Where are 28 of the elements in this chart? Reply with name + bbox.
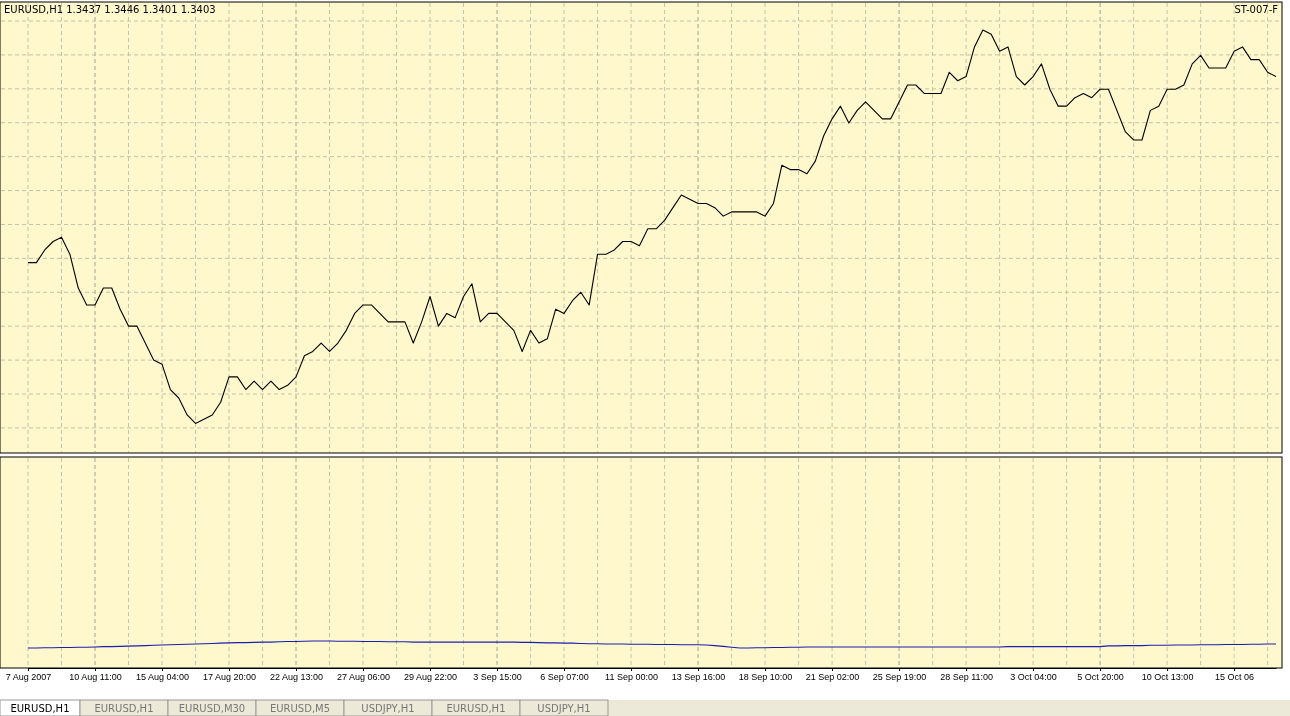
x-tick-label: 18 Sep 10:00 — [738, 672, 793, 683]
x-tick-label: 27 Aug 06:00 — [337, 672, 391, 683]
x-tick-label: 10 Aug 11:00 — [69, 672, 122, 683]
x-tick-label: 17 Aug 20:00 — [202, 672, 257, 683]
x-tick-label: 11 Sep 00:00 — [605, 672, 659, 683]
x-tick-label: 10 Oct 13:00 — [1141, 672, 1194, 683]
x-tick-label: 13 Sep 16:00 — [671, 672, 726, 683]
x-tick-label: 7 Aug 2007 — [5, 672, 52, 683]
text: USDJPY,H1 — [361, 703, 415, 714]
x-tick-label: 29 Aug 22:00 — [404, 672, 458, 683]
x-tick-label: 22 Aug 13:00 — [270, 672, 324, 683]
text: ST-007-F — [1234, 4, 1279, 15]
x-tick-label: 25 Sep 19:00 — [872, 672, 927, 683]
x-tick-label: 15 Aug 04:00 — [135, 672, 190, 683]
x-tick-label: 28 Sep 11:00 — [940, 672, 994, 683]
x-tick-label: 15 Oct 06 — [1215, 672, 1255, 683]
x-tick-label: 3 Oct 04:00 — [1010, 672, 1057, 683]
text: EURUSD,H1 — [446, 703, 506, 714]
text: USDJPY,H1 — [537, 703, 591, 714]
x-tick-label: 6 Sep 07:00 — [540, 672, 589, 683]
x-tick-label: 5 Oct 20:00 — [1077, 672, 1124, 683]
x-tick-label: 3 Sep 15:00 — [473, 672, 522, 683]
x-tick-label: 21 Sep 02:00 — [805, 672, 860, 683]
text: EURUSD,H1 — [94, 703, 154, 714]
text: EURUSD,M30 — [178, 703, 246, 714]
text: EURUSD,H1 — [10, 703, 70, 714]
chart-title: EURUSD,H1 1.3437 1.3446 1.3401 1.3403 — [4, 4, 216, 15]
text: EURUSD,M5 — [269, 703, 331, 714]
